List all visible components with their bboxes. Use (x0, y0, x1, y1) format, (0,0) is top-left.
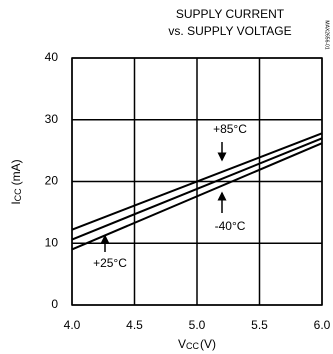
series-line (71, 132, 323, 231)
y-tick-label: 30 (45, 112, 59, 126)
x-label-subscript: CC (186, 341, 199, 351)
chart-title: SUPPLY CURRENT (176, 7, 285, 21)
x-tick-label: 5.5 (251, 318, 268, 332)
series-line (71, 142, 323, 251)
series-label: -40°C (215, 219, 246, 233)
series-label: +85°C (213, 122, 247, 136)
x-tick-label: 5.0 (189, 318, 206, 332)
y-tick-label: 10 (45, 235, 59, 249)
y-label-unit: (mA) (9, 159, 23, 185)
side-note: MAX2656-01 (324, 20, 330, 49)
x-label-symbol: V (178, 337, 186, 351)
y-label-symbol: I (9, 201, 23, 204)
y-label-subscript: CC (13, 188, 23, 201)
y-axis-label: ICC (mA) (9, 159, 23, 204)
x-label-unit: (V) (200, 337, 216, 351)
series-line (71, 137, 323, 241)
y-tick-label: 40 (45, 50, 59, 64)
x-tick-label: 4.0 (64, 318, 81, 332)
x-tick-label: 4.5 (126, 318, 143, 332)
y-tick-label: 20 (45, 174, 59, 188)
y-tick-label: 0 (51, 297, 58, 311)
plot-frame (71, 57, 323, 306)
x-axis-label: VCC(V) (178, 337, 216, 351)
series-label: +25°C (93, 256, 127, 270)
chart-title: vs. SUPPLY VOLTAGE (168, 24, 291, 38)
x-tick-label: 6.0 (314, 318, 331, 332)
